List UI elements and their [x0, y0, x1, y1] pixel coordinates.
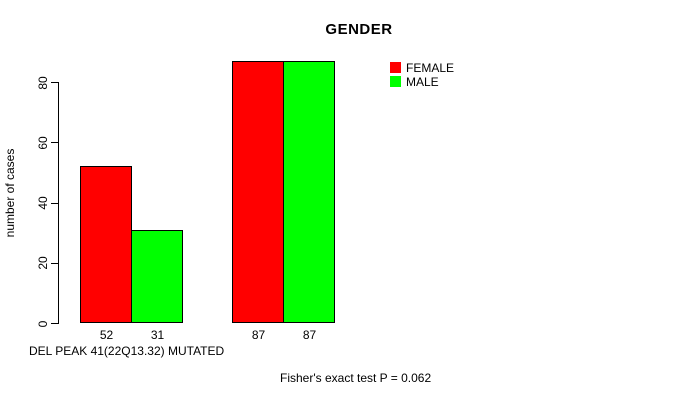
x-axis-caption: DEL PEAK 41(22Q13.32) MUTATED [29, 344, 225, 358]
y-axis-line [58, 82, 59, 324]
legend: FEMALE MALE [390, 60, 455, 89]
bar-value-label: 87 [302, 328, 317, 342]
y-axis-tick [51, 202, 58, 204]
bar-female-group2 [232, 60, 284, 323]
y-tick-label: 40 [36, 196, 50, 210]
y-axis-tick [51, 82, 58, 83]
y-axis-tick [51, 262, 58, 264]
y-axis-tick [51, 323, 58, 324]
legend-item-female: FEMALE [390, 60, 455, 75]
legend-label: MALE [406, 74, 439, 89]
bar-male-group1 [131, 229, 183, 323]
y-tick-label: 20 [36, 256, 50, 270]
legend-swatch-icon [390, 76, 401, 87]
chart-title: GENDER [325, 21, 393, 38]
y-tick-label: 80 [36, 75, 50, 90]
bar-value-label: 52 [99, 328, 114, 342]
y-tick-label: 0 [36, 320, 50, 327]
legend-swatch-icon [390, 62, 401, 73]
stat-annotation: Fisher's exact test P = 0.062 [280, 371, 432, 385]
y-axis-tick [51, 142, 58, 144]
bar-female-group1 [80, 166, 132, 323]
bar-value-label: 87 [251, 328, 266, 342]
bar-value-label: 31 [150, 328, 165, 342]
legend-label: FEMALE [406, 60, 455, 75]
y-tick-label: 60 [36, 136, 50, 150]
legend-item-male: MALE [390, 74, 454, 89]
bar-male-group2 [283, 60, 335, 323]
